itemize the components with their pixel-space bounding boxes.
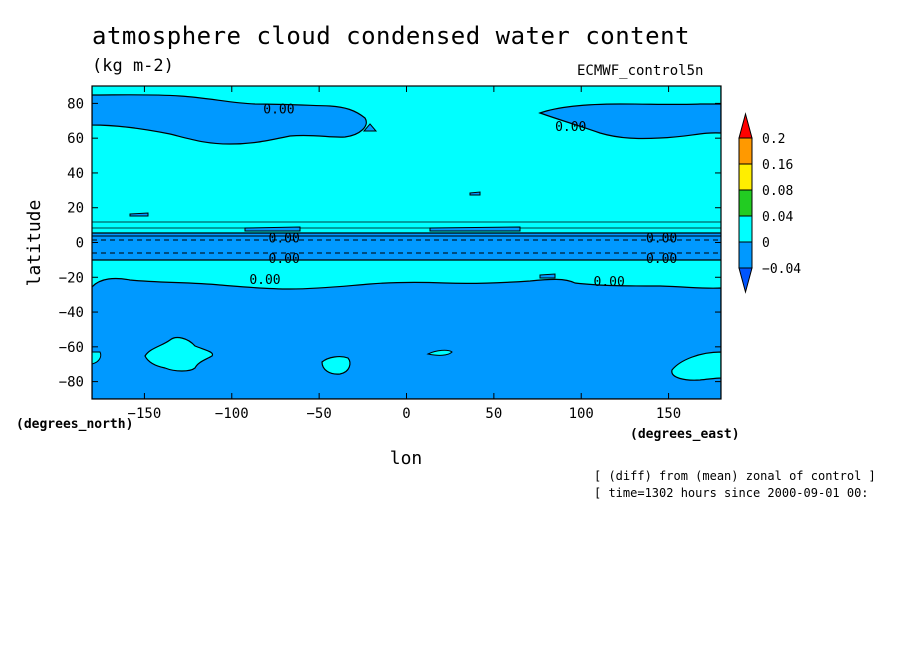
colorbar-box [738,215,753,243]
x-axis-unit: (degrees_east) [630,427,740,442]
note-time: [ time=1302 hours since 2000-09-01 00: [594,486,869,500]
y-axis: 80 60 40 20 0 −20 −40 −60 −80 [59,96,721,391]
colorbar-label: 0.04 [762,210,793,225]
contour-label: 0.00 [269,252,300,267]
positive-island-4 [671,351,721,381]
contour-labels: 0.00 0.00 0.00 0.00 0.00 0.00 0.00 0.00 [249,103,677,290]
model-name: ECMWF_control5n [577,63,704,79]
contour-label: 0.00 [555,120,586,135]
colorbar-box [738,137,753,165]
colorbar-box [738,189,753,217]
x-tick-label: −150 [128,406,162,422]
x-tick-label: 0 [402,406,410,422]
north-negative-region-east [538,86,721,140]
y-tick-label: 0 [76,236,84,252]
contour-label: 0.00 [646,231,677,246]
y-tick-label: −20 [59,270,84,286]
colorbar-label: 0.2 [762,132,785,147]
y-axis-unit: (degrees_north) [16,417,133,432]
y-tick-label: 40 [67,166,84,182]
y-tick-label: 20 [67,201,84,217]
colorbar-box [738,163,753,191]
north-negative-region-west [92,86,367,145]
colorbar-bottom-arrow [738,267,753,294]
colorbar-label: 0 [762,236,770,251]
x-tick-label: −100 [215,406,249,422]
positive-island-2 [321,356,351,375]
south-negative-region [92,277,721,399]
positive-island-3 [426,349,453,356]
y-tick-label: 80 [67,96,84,112]
colorbar-top-arrow [738,112,753,139]
positive-island-1 [144,336,214,372]
chart-units: (kg m-2) [92,56,174,76]
equatorial-negative-band [92,233,721,260]
contour-field: 0.00 0.00 0.00 0.00 0.00 0.00 0.00 0.00 [92,86,721,399]
y-tick-label: −40 [59,305,84,321]
y-tick-label: −80 [59,375,84,391]
colorbar-label: 0.16 [762,158,793,173]
x-tick-label: 150 [656,406,681,422]
y-axis-label: latitude [24,200,45,287]
colorbar-label: −0.04 [762,262,801,277]
x-axis: −150 −100 −50 0 50 100 150 [128,86,681,422]
x-axis-label: lon [390,448,423,469]
contour-label: 0.00 [646,252,677,267]
colorbar-label: 0.08 [762,184,793,199]
colorbar: 0.2 0.16 0.08 0.04 0 −0.04 [738,112,801,294]
chart-title: atmosphere cloud condensed water content [92,22,690,50]
x-tick-label: 100 [569,406,594,422]
y-tick-label: 60 [67,131,84,147]
contour-label: 0.00 [263,103,294,118]
x-tick-label: 50 [485,406,502,422]
x-tick-label: −50 [306,406,331,422]
contour-label: 0.00 [269,231,300,246]
colorbar-box [738,241,753,269]
note-diff: [ (diff) from (mean) zonal of control ] [594,469,876,483]
contour-label: 0.00 [594,275,625,290]
contour-label: 0.00 [249,273,280,288]
y-tick-label: −60 [59,340,84,356]
